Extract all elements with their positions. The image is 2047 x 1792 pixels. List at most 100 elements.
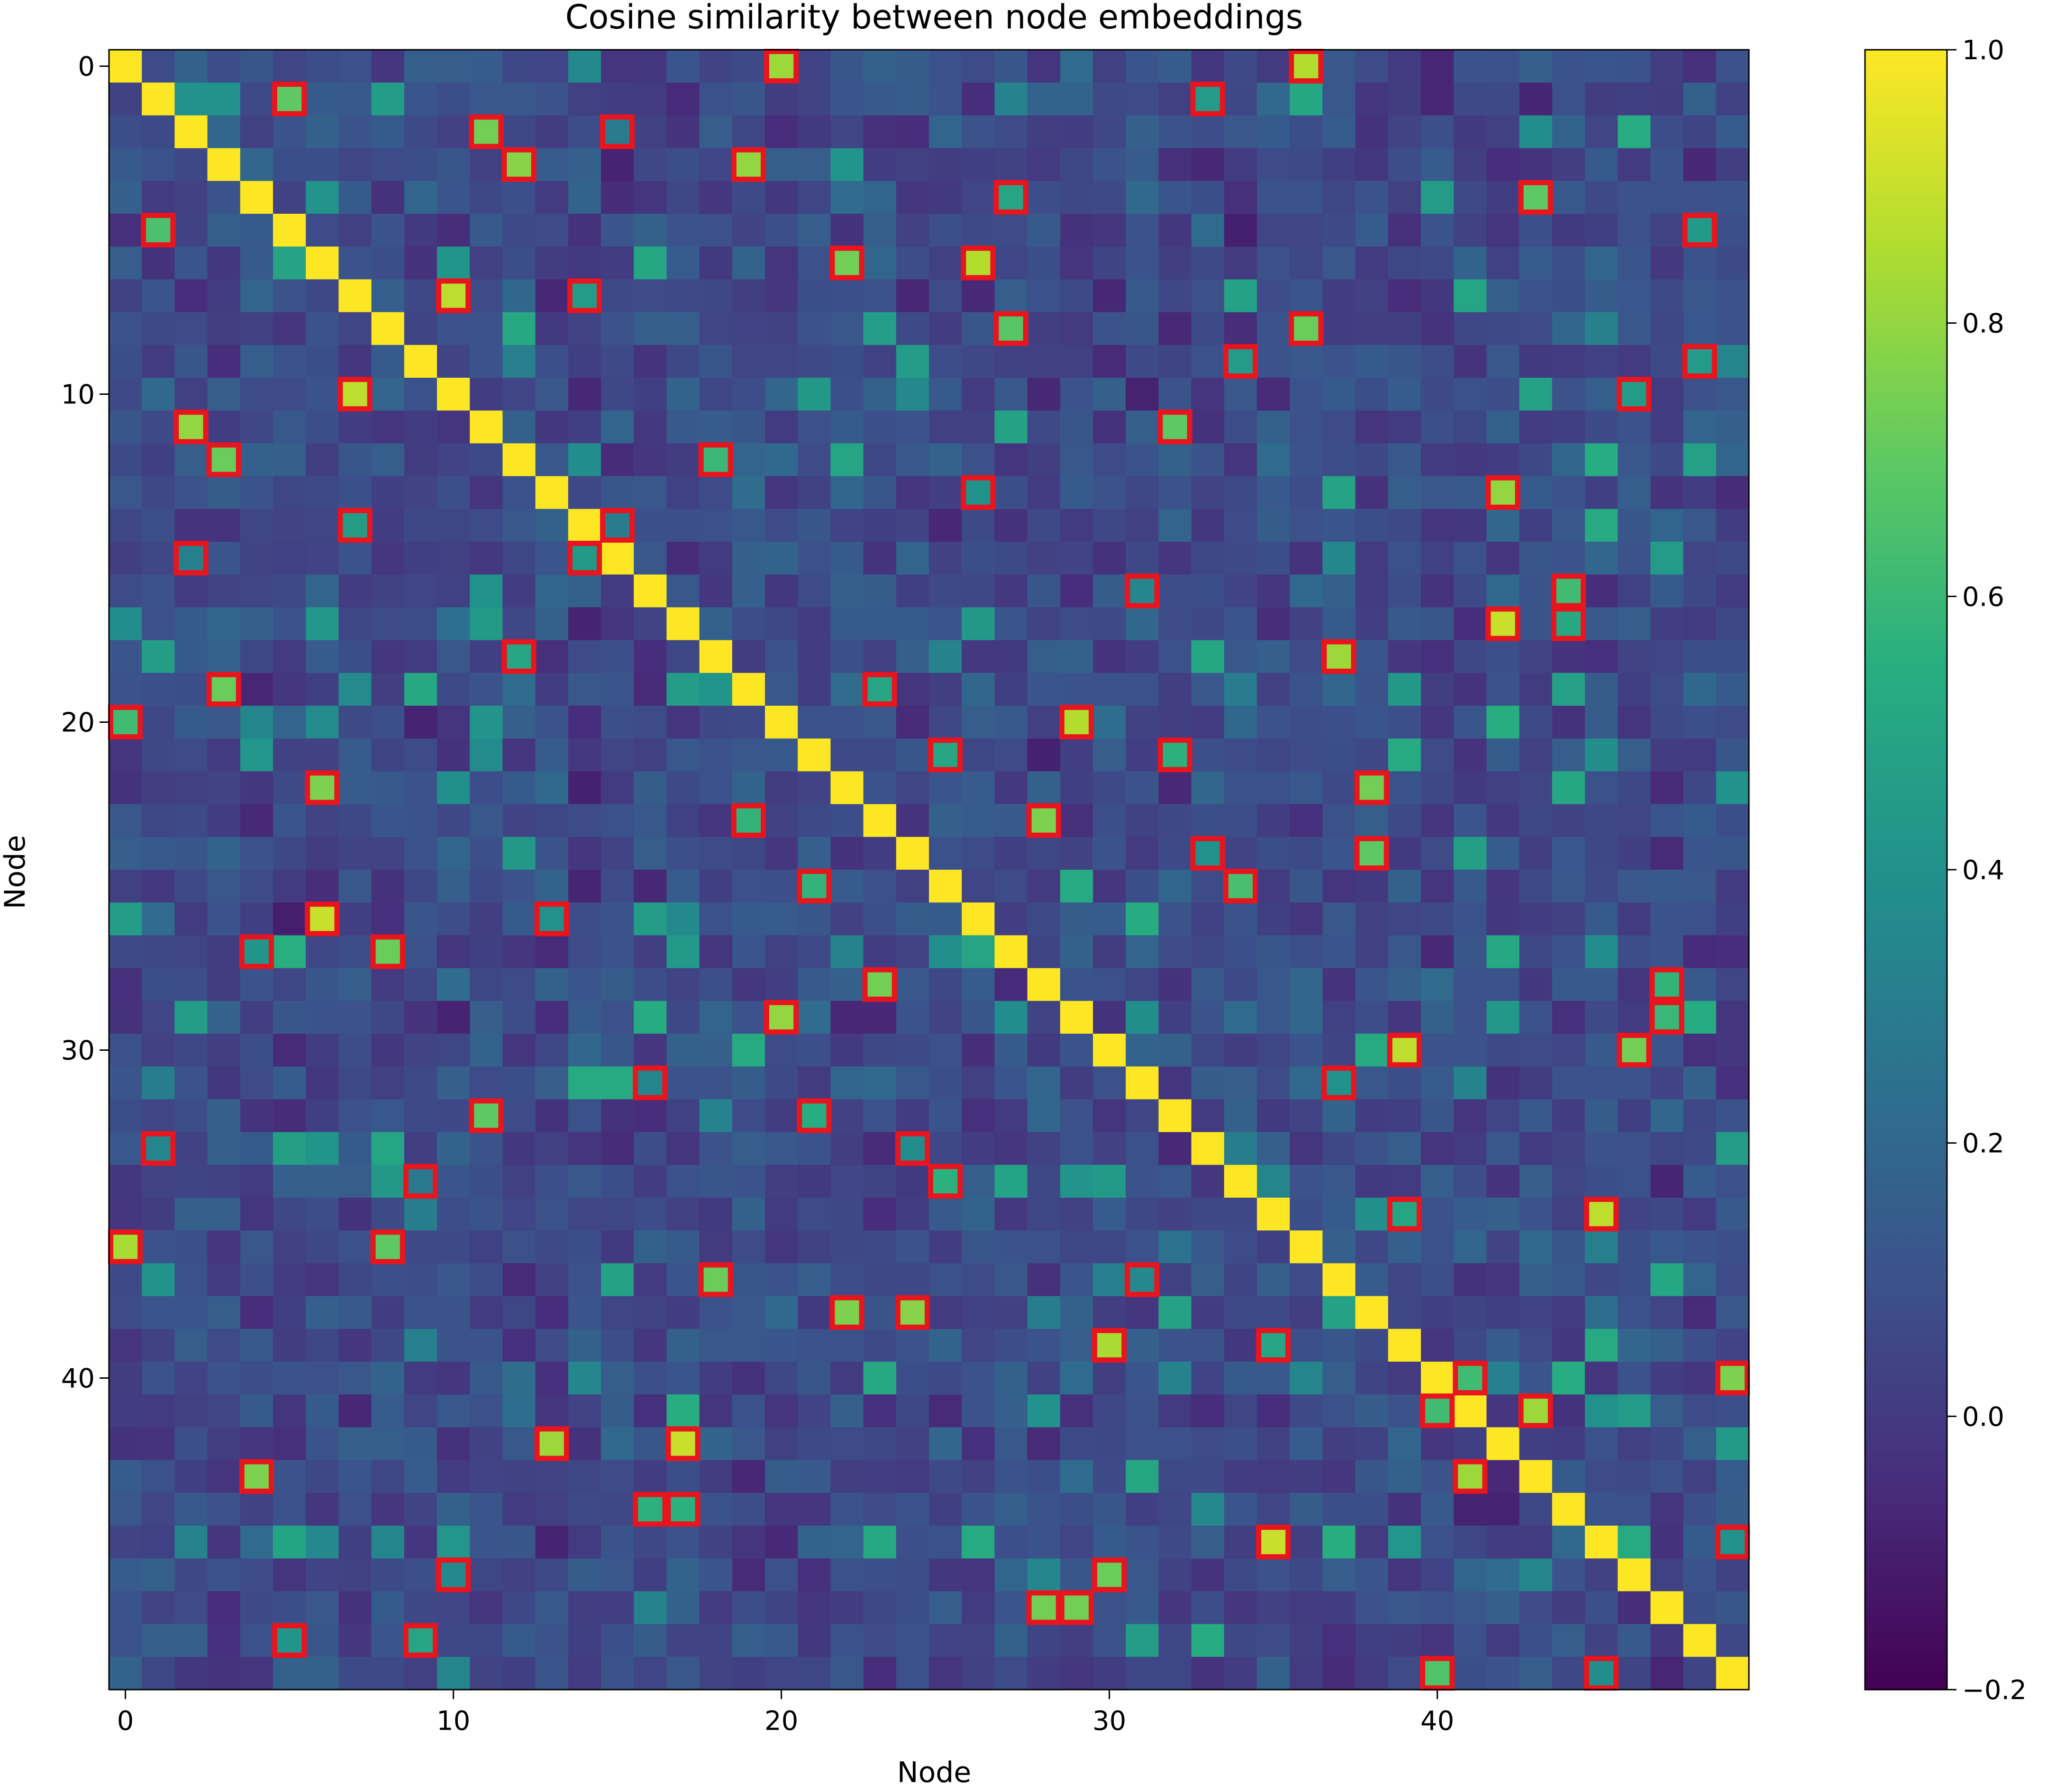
heatmap-cell	[568, 82, 601, 116]
highlight-box	[862, 672, 897, 707]
heatmap-cell	[1290, 1362, 1323, 1395]
heatmap-cell	[306, 607, 339, 641]
heatmap-cell	[1290, 1296, 1323, 1329]
heatmap-cell	[1060, 1132, 1093, 1165]
heatmap-cell	[371, 214, 405, 247]
highlight-box	[1059, 705, 1094, 740]
heatmap-cell	[1519, 443, 1553, 477]
heatmap-cell	[1060, 935, 1093, 969]
heatmap-cell	[1650, 1656, 1684, 1690]
highlight-box	[665, 1426, 701, 1461]
heatmap-cell	[240, 1394, 273, 1428]
heatmap-cell	[798, 1198, 831, 1231]
heatmap-cell	[174, 738, 208, 772]
heatmap-cell	[174, 312, 208, 346]
heatmap-cell	[1191, 870, 1225, 903]
highlight-box	[1485, 475, 1520, 510]
heatmap-cell	[1290, 1492, 1323, 1526]
heatmap-cell	[765, 181, 798, 214]
heatmap-cell	[1421, 1164, 1454, 1198]
heatmap-cell	[962, 246, 995, 280]
heatmap-cell	[1191, 1394, 1225, 1428]
heatmap-cell	[1158, 345, 1192, 378]
heatmap-cell	[699, 935, 733, 969]
heatmap-cell	[1093, 246, 1126, 280]
heatmap-cell	[568, 804, 601, 837]
heatmap-cell	[1027, 312, 1061, 346]
heatmap-cell	[306, 1328, 339, 1362]
heatmap-cell	[1322, 804, 1356, 837]
heatmap-cell	[502, 1427, 536, 1461]
heatmap-cell	[1585, 673, 1618, 706]
heatmap-cell	[1585, 640, 1618, 673]
heatmap-cell	[1322, 1460, 1356, 1493]
heatmap-cell	[765, 1132, 798, 1165]
heatmap-cell	[306, 1066, 339, 1100]
heatmap-cell	[1224, 673, 1257, 706]
heatmap-cell	[1618, 1492, 1651, 1526]
heatmap-cell	[830, 1492, 864, 1526]
heatmap-cell	[1454, 1230, 1487, 1264]
heatmap-cell	[1257, 1296, 1290, 1329]
heatmap-cell	[1355, 673, 1389, 706]
heatmap-cell	[1290, 935, 1323, 969]
heatmap-cell	[1716, 1460, 1749, 1493]
heatmap-cell	[1126, 1362, 1159, 1395]
heatmap-cell	[929, 673, 962, 706]
highlight-box	[1223, 869, 1258, 904]
heatmap-cell	[929, 1066, 962, 1100]
heatmap-cell	[1290, 574, 1323, 608]
heatmap-cell	[1421, 410, 1454, 444]
heatmap-cell	[929, 246, 962, 280]
heatmap-cell	[404, 1001, 437, 1034]
heatmap-cell	[109, 1656, 142, 1690]
heatmap-cell	[798, 1263, 831, 1297]
heatmap-cell	[1486, 443, 1520, 477]
heatmap-cell	[1027, 935, 1061, 969]
heatmap-cell	[240, 50, 273, 83]
heatmap-cell	[568, 902, 601, 936]
heatmap-cell	[109, 574, 142, 608]
heatmap-cell	[371, 1526, 405, 1559]
heatmap-cell	[1322, 1230, 1356, 1264]
heatmap-cell	[765, 1460, 798, 1493]
heatmap-cell	[437, 1034, 470, 1067]
heatmap-cell	[1683, 902, 1717, 936]
heatmap-cell	[1519, 902, 1553, 936]
heatmap-cell	[765, 1394, 798, 1428]
heatmap-cell	[798, 706, 831, 739]
heatmap-cell	[765, 738, 798, 772]
heatmap-cell	[929, 837, 962, 870]
heatmap-cell	[1716, 935, 1749, 969]
heatmap-cell	[798, 968, 831, 1001]
heatmap-cell	[1093, 50, 1126, 83]
heatmap-cell	[306, 279, 339, 313]
heatmap-cell	[1060, 246, 1093, 280]
heatmap-cell	[306, 1099, 339, 1133]
heatmap-cell	[142, 1263, 175, 1297]
heatmap-cell	[273, 82, 306, 116]
heatmap-cell	[306, 1492, 339, 1526]
heatmap-cell	[798, 1001, 831, 1034]
heatmap-cell	[699, 1394, 733, 1428]
heatmap-cell	[1191, 837, 1225, 870]
heatmap-cell	[371, 935, 405, 969]
heatmap-cell	[1224, 804, 1257, 837]
heatmap-cell	[338, 181, 372, 214]
heatmap-cell	[207, 1460, 241, 1493]
heatmap-cell	[1355, 214, 1389, 247]
heatmap-cell	[240, 115, 273, 149]
heatmap-cell	[1290, 1164, 1323, 1198]
heatmap-cell	[830, 673, 864, 706]
heatmap-cell	[994, 1394, 1028, 1428]
heatmap-cell	[699, 1001, 733, 1034]
heatmap-cell	[1257, 1591, 1290, 1625]
heatmap-cell	[699, 1328, 733, 1362]
heatmap-cell	[1322, 279, 1356, 313]
heatmap-cell	[994, 968, 1028, 1001]
heatmap-cell	[666, 1558, 700, 1592]
heatmap-cell	[174, 935, 208, 969]
heatmap-cell	[306, 574, 339, 608]
heatmap-cell	[1421, 738, 1454, 772]
heatmap-cell	[1093, 345, 1126, 378]
